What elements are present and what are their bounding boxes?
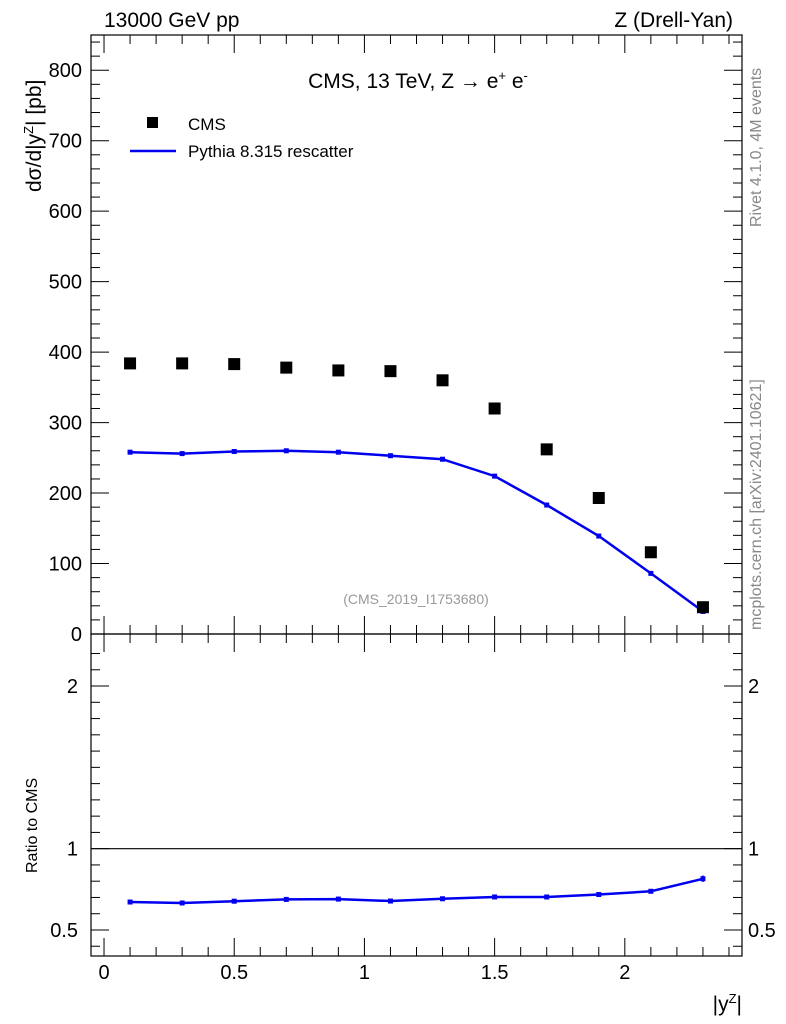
main-y-tick-label: 300: [49, 413, 82, 435]
ratio-y-axis-label: Ratio to CMS: [24, 778, 41, 873]
title-sup-plus: +: [498, 68, 506, 83]
ratio-mc-point: [283, 896, 289, 902]
main-y-tick-label: 400: [49, 342, 82, 364]
cms-data-point: [644, 546, 657, 559]
ratio-mc-point: [544, 894, 550, 900]
main-y-tick-label: 100: [49, 554, 82, 576]
ratio-y-tick-label-right: 2: [748, 676, 759, 698]
main-y-tick-label: 0: [71, 624, 82, 646]
mc-point: [387, 453, 393, 459]
ratio-y-tick-label: 0.5: [50, 920, 78, 942]
mc-point: [648, 570, 654, 576]
mc-point: [127, 449, 133, 455]
ratio-mc-point: [387, 898, 393, 904]
cms-data-point: [592, 491, 605, 504]
main-y-tick-label: 600: [49, 201, 82, 223]
ratio-mc-point: [231, 898, 237, 904]
rivet-label: Rivet 4.1.0, 4M events: [748, 68, 765, 227]
ratio-y-tick-labels: 0.5 0.5 1 1 2 2: [50, 676, 776, 942]
mc-point: [440, 456, 446, 462]
title-mid: e: [506, 70, 524, 93]
legend-pythia-label: Pythia 8.315 rescatter: [188, 142, 354, 161]
ratio-mc-point: [492, 894, 498, 900]
ratio-y-tick-label: 2: [67, 676, 78, 698]
ratio-y-tick-label-right: 0.5: [748, 920, 776, 942]
mc-point: [335, 449, 341, 455]
ratio-mc-point: [440, 896, 446, 902]
x-axis-label: |yZ|: [713, 991, 742, 1016]
cms-data-point: [280, 361, 293, 374]
main-mc-series: [127, 448, 706, 614]
mc-point: [492, 473, 498, 479]
ylabel-prefix: dσ/d|y: [23, 133, 46, 192]
mc-point: [231, 448, 237, 454]
x-tick-label: 0.5: [220, 962, 248, 984]
ratio-mc-point: [335, 896, 341, 902]
ratio-y-tick-label-right: 1: [748, 839, 759, 861]
mc-point: [596, 533, 602, 539]
mc-point: [544, 502, 550, 508]
cms-data-point: [332, 364, 345, 377]
main-y-tick-label: 700: [49, 131, 82, 153]
ratio-x-tick-labels: 0 0.5 1 1.5 2: [98, 962, 630, 984]
header-left: 13000 GeV pp: [104, 9, 239, 32]
ylabel-sup: Z: [21, 126, 36, 134]
main-y-tick-labels: 0 100 200 300 400 500 600 700 800: [49, 60, 82, 646]
ratio-mc-point: [700, 876, 706, 882]
main-data-series: [124, 357, 709, 614]
x-tick-label: 2: [619, 962, 630, 984]
cms-data-point: [124, 357, 137, 370]
x-tick-label: 1: [359, 962, 370, 984]
ratio-mc-point: [596, 892, 602, 898]
ratio-panel-frame: [90, 633, 743, 957]
mcplots-label: mcplots.cern.ch [arXiv:2401.10621]: [748, 379, 765, 630]
plot-title: CMS, 13 TeV, Z → e+ e-: [308, 68, 528, 93]
cms-data-point: [384, 365, 397, 378]
ratio-mc-point: [127, 899, 133, 905]
ratio-mc-series: [127, 875, 706, 906]
main-axes: [91, 35, 742, 635]
main-y-tick-label: 800: [49, 60, 82, 82]
xlabel-sup: Z: [729, 991, 737, 1006]
cms-data-point: [540, 443, 553, 456]
ratio-mc-point: [648, 888, 654, 894]
header-right: Z (Drell-Yan): [614, 9, 733, 32]
mc-point: [179, 451, 185, 457]
title-prefix: CMS, 13 TeV, Z → e: [308, 70, 498, 93]
ratio-axes: [91, 634, 742, 956]
main-y-tick-label: 500: [49, 272, 82, 294]
x-tick-label: 1.5: [481, 962, 509, 984]
cms-data-point: [696, 601, 709, 614]
ratio-y-tick-label: 1: [67, 839, 78, 861]
analysis-id: (CMS_2019_I1753680): [343, 591, 489, 607]
cms-data-point: [176, 357, 189, 370]
main-y-axis-label: dσ/d|yZ| [pb]: [21, 80, 46, 192]
ratio-mc-line: [130, 877, 704, 905]
legend-cms-label: CMS: [188, 115, 226, 134]
mc-point: [283, 448, 289, 454]
cms-data-point: [488, 402, 501, 415]
title-sup-minus: -: [524, 68, 528, 83]
x-tick-label: 0: [98, 962, 109, 984]
ylabel-suffix: | [pb]: [23, 80, 46, 126]
mc-line: [130, 449, 704, 613]
legend-cms-marker: [147, 117, 158, 128]
xlabel-prefix: |y: [713, 993, 729, 1016]
cms-data-point: [228, 358, 241, 371]
main-y-tick-label: 200: [49, 483, 82, 505]
cms-data-point: [436, 374, 449, 387]
xlabel-suffix: |: [737, 993, 742, 1016]
ratio-mc-point: [179, 900, 185, 906]
